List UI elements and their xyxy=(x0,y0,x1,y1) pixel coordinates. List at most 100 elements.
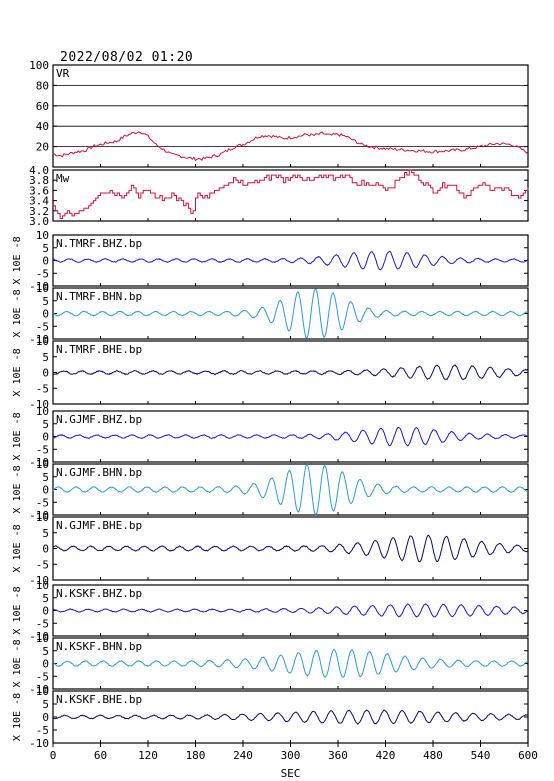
y-tick-label-gjmf_bhz: -5 xyxy=(36,443,49,456)
x-tick-label: 420 xyxy=(376,749,396,762)
y-tick-label-kskf_bhn: 10 xyxy=(36,632,49,645)
y-tick-label-vr: 20 xyxy=(36,141,49,154)
y-tick-label-tmrf_bhe: -10 xyxy=(29,398,49,411)
x-axis-label: SEC xyxy=(281,767,301,780)
y-tick-label-vr: 100 xyxy=(29,59,49,72)
y-tick-label-gjmf_bhn: 5 xyxy=(42,471,49,484)
panel-label-gjmf_bhn: N.GJMF.BHN.bp xyxy=(56,466,142,479)
x-tick-label: 600 xyxy=(518,749,538,762)
panel-label-vr: VR xyxy=(56,67,70,80)
y-unit-label-tmrf_bhn: X 10E -8 xyxy=(12,289,23,337)
panel-label-tmrf_bhz: N.TMRF.BHZ.bp xyxy=(56,237,142,250)
vr-series-line xyxy=(52,131,529,162)
y-tick-label-mw: 3.2 xyxy=(29,205,49,218)
panel-label-mw: Mw xyxy=(56,172,70,185)
y-unit-label-gjmf_bhz: X 10E -8 xyxy=(12,412,23,460)
y-tick-label-kskf_bhe: 10 xyxy=(36,685,49,698)
y-tick-label-gjmf_bhn: 10 xyxy=(36,458,49,471)
y-tick-label-kskf_bhz: 0 xyxy=(42,605,49,618)
y-tick-label-kskf_bhz: 5 xyxy=(42,592,49,605)
panel-label-gjmf_bhz: N.GJMF.BHZ.bp xyxy=(56,413,142,426)
y-tick-label-kskf_bhn: 5 xyxy=(42,645,49,658)
y-tick-label-mw: 4.0 xyxy=(29,164,49,177)
y-tick-label-kskf_bhe: -10 xyxy=(29,737,49,750)
x-tick-label: 0 xyxy=(50,749,57,762)
y-tick-label-kskf_bhz: -5 xyxy=(36,617,49,630)
y-tick-label-gjmf_bhe: 5 xyxy=(42,527,49,540)
trace-tmrf_bhe xyxy=(52,364,529,381)
y-tick-label-gjmf_bhe: -10 xyxy=(29,574,49,587)
y-unit-label-tmrf_bhz: X 10E -8 xyxy=(12,236,23,284)
y-tick-label-gjmf_bhz: 5 xyxy=(42,418,49,431)
y-tick-label-kskf_bhe: 0 xyxy=(42,711,49,724)
y-unit-label-kskf_bhn: X 10E -8 xyxy=(12,639,23,687)
panel-label-kskf_bhn: N.KSKF.BHN.bp xyxy=(56,640,142,653)
x-tick-label: 60 xyxy=(94,749,107,762)
y-tick-label-gjmf_bhe: 0 xyxy=(42,543,49,556)
y-tick-label-tmrf_bhn: 5 xyxy=(42,295,49,308)
y-tick-label-gjmf_bhn: -10 xyxy=(29,509,49,522)
y-tick-label-kskf_bhz: -10 xyxy=(29,630,49,643)
x-tick-label: 360 xyxy=(328,749,348,762)
y-unit-label-gjmf_bhn: X 10E -8 xyxy=(12,465,23,513)
y-tick-label-kskf_bhz: 10 xyxy=(36,579,49,592)
y-tick-label-vr: 60 xyxy=(36,100,49,113)
y-tick-label-tmrf_bhe: 5 xyxy=(42,351,49,364)
y-tick-label-kskf_bhe: 5 xyxy=(42,698,49,711)
y-unit-label-tmrf_bhe: X 10E -8 xyxy=(12,348,23,396)
y-tick-label-kskf_bhn: -5 xyxy=(36,670,49,683)
y-unit-label-gjmf_bhe: X 10E -8 xyxy=(12,524,23,572)
y-tick-label-tmrf_bhe: 10 xyxy=(36,335,49,348)
x-tick-label: 540 xyxy=(471,749,491,762)
y-tick-label-tmrf_bhz: 0 xyxy=(42,255,49,268)
y-tick-label-gjmf_bhe: -5 xyxy=(36,558,49,571)
panel-frame-vr xyxy=(52,64,529,168)
trace-gjmf_bhn xyxy=(52,463,529,516)
y-tick-label-tmrf_bhz: -5 xyxy=(36,267,49,280)
y-tick-label-gjmf_bhn: -5 xyxy=(36,496,49,509)
y-tick-label-kskf_bhn: 0 xyxy=(42,658,49,671)
trace-tmrf_bhn xyxy=(52,288,529,339)
y-tick-label-tmrf_bhn: 0 xyxy=(42,308,49,321)
y-tick-label-tmrf_bhn: -10 xyxy=(29,333,49,346)
x-tick-label: 240 xyxy=(233,749,253,762)
y-tick-label-tmrf_bhe: -5 xyxy=(36,382,49,395)
trace-kskf_bhz xyxy=(52,603,529,618)
y-tick-label-mw: 3.0 xyxy=(29,215,49,228)
y-tick-label-gjmf_bhe: 10 xyxy=(36,511,49,524)
y-tick-label-gjmf_bhz: 10 xyxy=(36,405,49,418)
y-tick-label-tmrf_bhz: -10 xyxy=(29,280,49,293)
y-tick-label-gjmf_bhz: 0 xyxy=(42,431,49,444)
mw-series-line xyxy=(53,169,529,219)
y-tick-label-gjmf_bhz: -10 xyxy=(29,456,49,469)
trace-gjmf_bhz xyxy=(52,426,529,447)
x-tick-label: 480 xyxy=(423,749,443,762)
x-tick-label: 300 xyxy=(281,749,301,762)
trace-tmrf_bhz xyxy=(52,250,529,271)
y-tick-label-tmrf_bhz: 5 xyxy=(42,242,49,255)
x-tick-label: 120 xyxy=(138,749,158,762)
y-tick-label-vr: 40 xyxy=(36,120,49,133)
y-tick-label-mw: 3.6 xyxy=(29,184,49,197)
y-tick-label-kskf_bhe: -5 xyxy=(36,724,49,737)
y-tick-label-mw: 3.8 xyxy=(29,174,49,187)
trace-gjmf_bhe xyxy=(52,534,529,563)
panel-label-tmrf_bhn: N.TMRF.BHN.bp xyxy=(56,290,142,303)
y-tick-label-tmrf_bhe: 0 xyxy=(42,367,49,380)
y-unit-label-kskf_bhz: X 10E -8 xyxy=(12,586,23,634)
y-tick-label-tmrf_bhn: -5 xyxy=(36,320,49,333)
panel-label-kskf_bhz: N.KSKF.BHZ.bp xyxy=(56,587,142,600)
datetime-label: 2022/08/02 01:20 xyxy=(60,50,194,65)
trace-kskf_bhn xyxy=(52,648,529,679)
y-unit-label-kskf_bhe: X 10E -8 xyxy=(12,693,23,741)
y-tick-label-tmrf_bhz: 10 xyxy=(36,229,49,242)
panel-label-gjmf_bhe: N.GJMF.BHE.bp xyxy=(56,519,142,532)
y-tick-label-gjmf_bhn: 0 xyxy=(42,484,49,497)
trace-kskf_bhe xyxy=(52,709,529,725)
y-tick-label-vr: 80 xyxy=(36,79,49,92)
y-tick-label-tmrf_bhn: 10 xyxy=(36,282,49,295)
panel-label-tmrf_bhe: N.TMRF.BHE.bp xyxy=(56,343,142,356)
y-tick-label-mw: 3.4 xyxy=(29,195,49,208)
panel-label-kskf_bhe: N.KSKF.BHE.bp xyxy=(56,693,142,706)
